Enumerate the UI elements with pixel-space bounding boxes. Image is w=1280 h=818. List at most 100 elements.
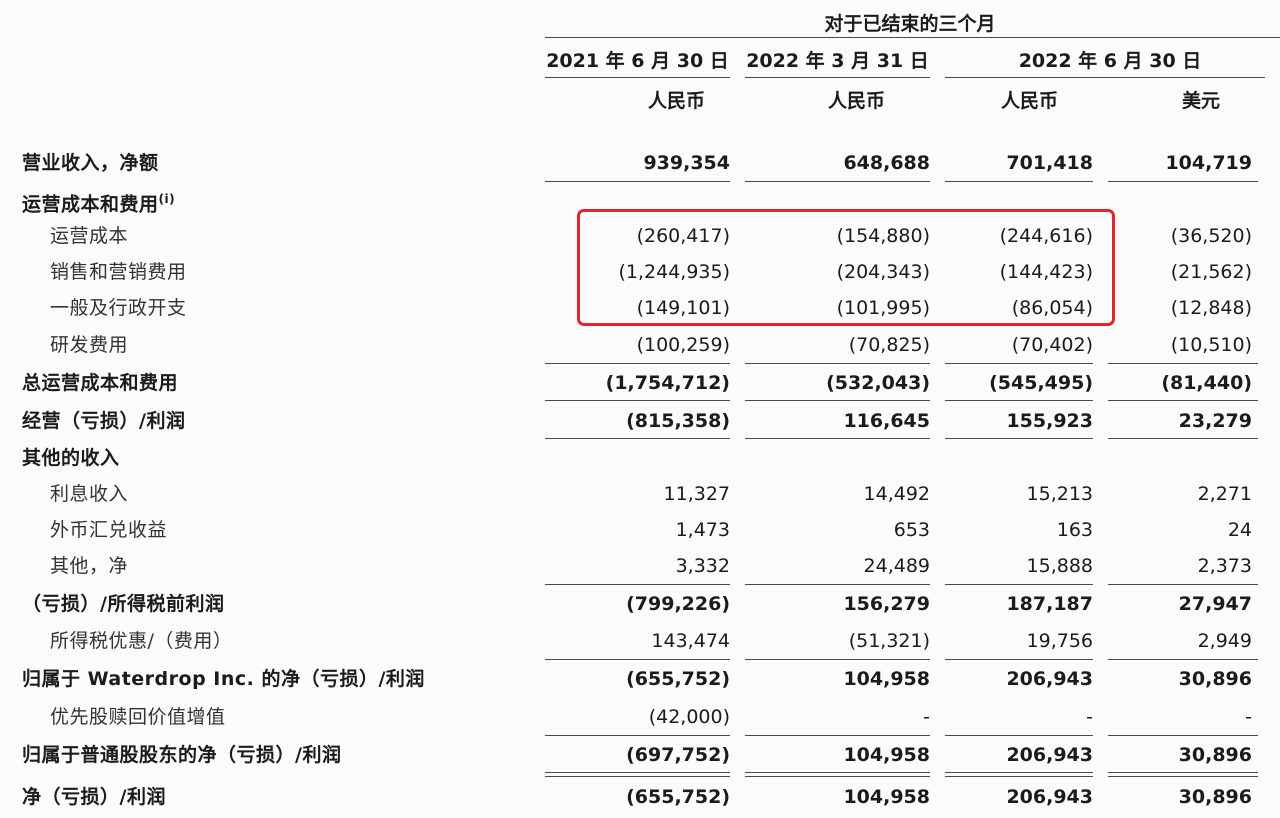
rule <box>745 659 930 660</box>
cell: 30,896 <box>1178 668 1252 690</box>
rule <box>745 363 930 364</box>
cell: (260,417) <box>636 225 730 247</box>
cell: (36,520) <box>1170 225 1252 247</box>
cell: 104,958 <box>843 668 930 690</box>
cell: 156,279 <box>843 593 930 615</box>
table-row-fx-gain: 外币汇兑收益 1,473 653 163 24 <box>0 512 1280 548</box>
rule <box>945 584 1093 585</box>
double-rule <box>945 772 1093 773</box>
cell: (12,848) <box>1170 297 1252 319</box>
rule <box>545 735 730 736</box>
cell: (100,259) <box>636 334 730 356</box>
cell: 27,947 <box>1178 593 1252 615</box>
date-rule-2 <box>745 77 930 78</box>
cell: 24 <box>1227 519 1252 541</box>
row-label: （亏损）/所得税前利润 <box>22 593 225 615</box>
cell: (144,423) <box>999 261 1093 283</box>
row-label: 研发费用 <box>50 334 129 356</box>
cell: (70,825) <box>848 334 930 356</box>
row-label: 运营成本和费用(i) <box>22 192 176 216</box>
column-currency-3: 人民币 <box>1000 90 1058 112</box>
table-row-net-attrib-common: 归属于普通股股东的净（亏损）/利润 (697,752) 104,958 206,… <box>0 737 1280 773</box>
period-title: 对于已结束的三个月 <box>824 13 996 35</box>
column-currency-4: 美元 <box>1181 90 1220 112</box>
cell: (244,616) <box>999 225 1093 247</box>
cell: (545,495) <box>989 372 1093 394</box>
cell: (86,054) <box>1011 297 1093 319</box>
table-row-total-opex: 总运营成本和费用 (1,754,712) (532,043) (545,495)… <box>0 365 1280 401</box>
cell: (1,244,935) <box>618 261 730 283</box>
column-currency-2: 人民币 <box>827 90 885 112</box>
cell: 653 <box>893 519 930 541</box>
period-rule <box>545 37 1280 38</box>
cell: 206,943 <box>1006 668 1093 690</box>
rule <box>945 400 1093 401</box>
table-row-income-tax: 所得税优惠/（费用） 143,474 (51,321) 19,756 2,949 <box>0 623 1280 659</box>
row-label: 归属于普通股股东的净（亏损）/利润 <box>22 744 342 766</box>
table-row-net-result: 净（亏损）/利润 (655,752) 104,958 206,943 30,89… <box>0 779 1280 815</box>
cell: 1,473 <box>675 519 730 541</box>
cell: 104,958 <box>843 786 930 808</box>
double-rule <box>745 776 930 777</box>
rule <box>745 735 930 736</box>
column-currency-1: 人民币 <box>647 90 705 112</box>
cell: 116,645 <box>843 410 930 432</box>
cell: 15,213 <box>1026 483 1093 505</box>
cell: 163 <box>1056 519 1093 541</box>
rule <box>1108 363 1258 364</box>
rule <box>745 181 930 182</box>
cell: (204,343) <box>836 261 930 283</box>
cell: - <box>1086 706 1093 728</box>
row-label: 归属于 Waterdrop Inc. 的净（亏损）/利润 <box>22 668 425 690</box>
table-row-other-income-header: 其他的收入 <box>0 440 1280 476</box>
highlight-box <box>577 209 1115 326</box>
table-row-revenue: 营业收入，净额 939,354 648,688 701,418 104,719 <box>0 145 1280 181</box>
cell: 2,373 <box>1197 555 1252 577</box>
rule <box>1108 400 1258 401</box>
cell: 206,943 <box>1006 744 1093 766</box>
cell: (1,754,712) <box>605 372 730 394</box>
rule <box>945 363 1093 364</box>
cell: 155,923 <box>1006 410 1093 432</box>
rule <box>1108 181 1258 182</box>
row-label: 总运营成本和费用 <box>22 372 179 394</box>
date-rule-1 <box>545 77 730 78</box>
cell: 939,354 <box>643 152 730 174</box>
rule <box>1108 438 1258 439</box>
row-label: 其他的收入 <box>22 447 120 469</box>
double-rule <box>545 772 730 773</box>
cell: (42,000) <box>648 706 730 728</box>
rule <box>745 438 930 439</box>
table-row-net-attrib-waterdrop: 归属于 Waterdrop Inc. 的净（亏损）/利润 (655,752) 1… <box>0 661 1280 697</box>
cell: 23,279 <box>1178 410 1252 432</box>
rule <box>545 659 730 660</box>
table-row-operating-cost: 运营成本 (260,417) (154,880) (244,616) (36,5… <box>0 218 1280 254</box>
rule <box>945 659 1093 660</box>
cell: 14,492 <box>863 483 930 505</box>
rule <box>745 584 930 585</box>
cell: 104,719 <box>1165 152 1252 174</box>
cell: (81,440) <box>1161 372 1252 394</box>
row-label: 经营（亏损）/利润 <box>22 410 186 432</box>
rule <box>745 400 930 401</box>
cell: (655,752) <box>626 786 730 808</box>
cell: - <box>923 706 930 728</box>
row-label: 所得税优惠/（费用） <box>50 630 233 652</box>
cell: 2,949 <box>1197 630 1252 652</box>
double-rule <box>945 776 1093 777</box>
cell: 187,187 <box>1006 593 1093 615</box>
rule <box>545 363 730 364</box>
rule <box>545 181 730 182</box>
cell: 104,958 <box>843 744 930 766</box>
double-rule <box>1108 776 1258 777</box>
rule <box>1108 735 1258 736</box>
cell: 11,327 <box>663 483 730 505</box>
row-label: 其他，净 <box>50 555 129 577</box>
cell: (799,226) <box>626 593 730 615</box>
row-label: 一般及行政开支 <box>50 297 187 319</box>
row-label: 销售和营销费用 <box>50 261 187 283</box>
rule <box>1108 659 1258 660</box>
double-rule <box>745 772 930 773</box>
cell: 701,418 <box>1006 152 1093 174</box>
table-row-interest-income: 利息收入 11,327 14,492 15,213 2,271 <box>0 476 1280 512</box>
